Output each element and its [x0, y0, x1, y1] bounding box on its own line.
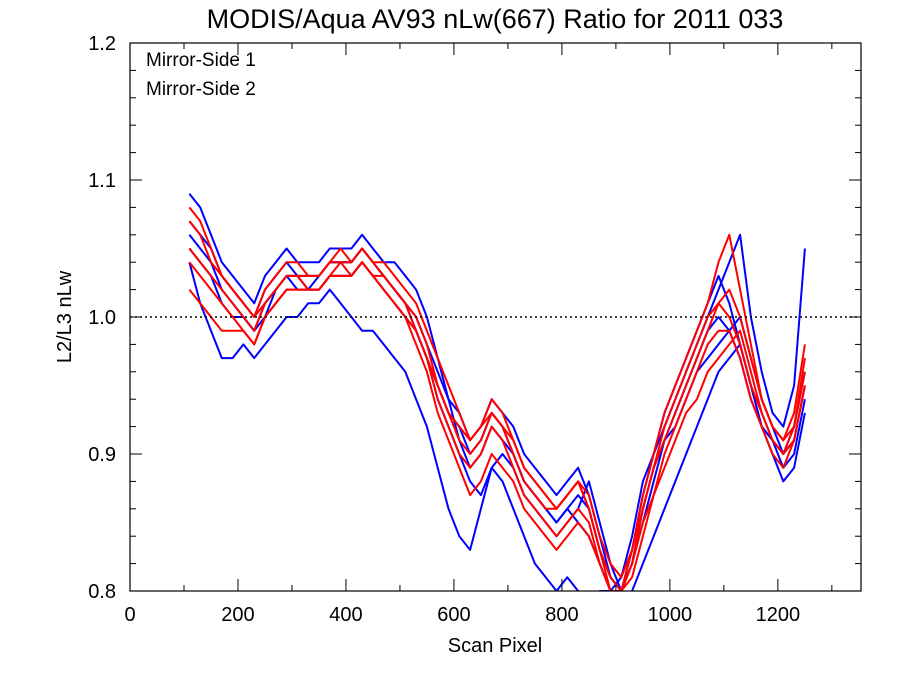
y-tick-label-1.0: 1.0	[88, 307, 116, 329]
y-tick-label-1.2: 1.2	[88, 33, 116, 55]
y-axis-label: L2/L3 nLw	[54, 270, 76, 363]
plot-frame	[129, 42, 862, 592]
series-2-line-1	[188, 206, 806, 591]
x-tick-label-1000: 1000	[648, 604, 693, 626]
x-tick-label-600: 600	[437, 604, 470, 626]
x-tick-label-800: 800	[545, 604, 578, 626]
y-tick-label-0.8: 0.8	[88, 581, 116, 603]
series-2-line-4	[188, 220, 806, 579]
series-2-line-5	[188, 261, 806, 591]
x-tick-label-200: 200	[221, 604, 254, 626]
x-axis-label: Scan Pixel	[448, 635, 543, 657]
legend-entry-mirror-side-1: Mirror-Side 1	[146, 50, 256, 71]
x-tick-label-0: 0	[124, 604, 135, 626]
x-tick-label-400: 400	[329, 604, 362, 626]
x-axis: 0 200 400 600 800 1000 1200	[124, 43, 833, 626]
y-tick-label-1.1: 1.1	[88, 170, 116, 192]
series-1-line-1	[188, 193, 806, 591]
y-tick-label-0.9: 0.9	[88, 444, 116, 466]
legend-entry-mirror-side-2: Mirror-Side 2	[146, 79, 256, 100]
y-axis: 0.8 0.9 1.0 1.1 1.2	[88, 33, 861, 603]
chart-title: MODIS/Aqua AV93 nLw(667) Ratio for 2011 …	[207, 4, 784, 34]
x-tick-label-1200: 1200	[756, 604, 801, 626]
series-layer	[188, 193, 806, 591]
